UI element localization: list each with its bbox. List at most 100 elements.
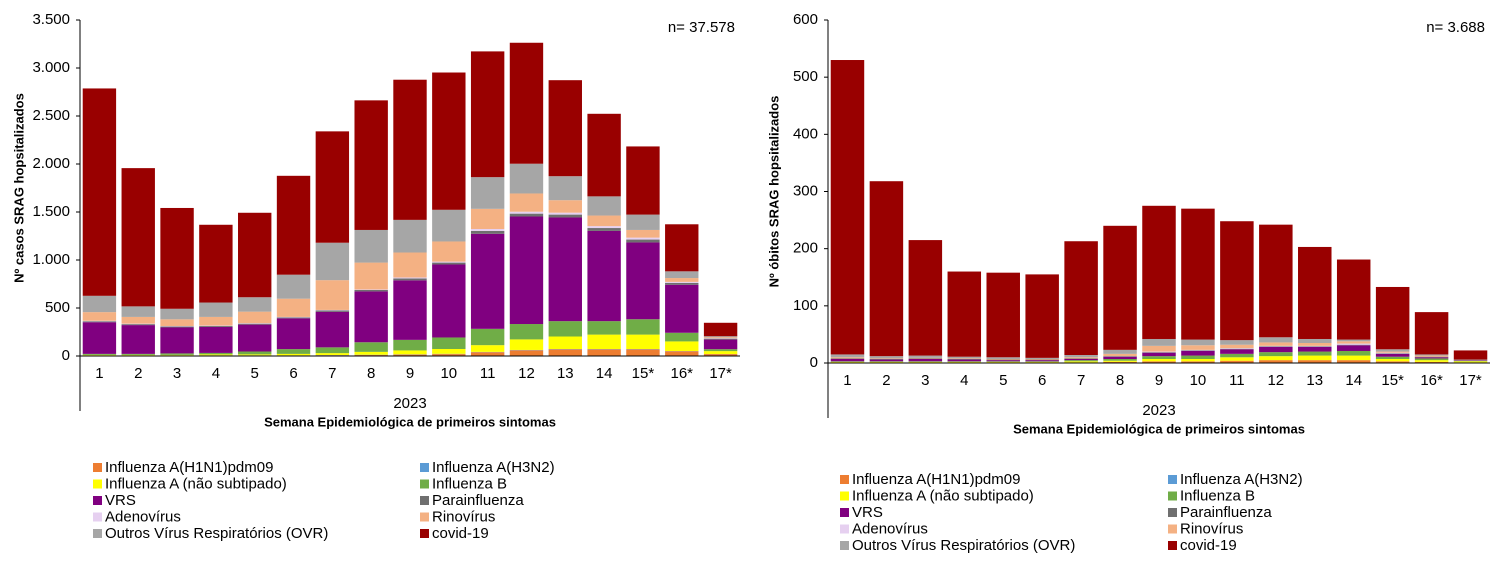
bar-segment [1453, 361, 1488, 363]
y-tick-label: 3.000 [32, 59, 70, 76]
x-tick-label: 16* [670, 365, 693, 382]
bar-segment [1064, 357, 1098, 359]
bar-segment [1298, 351, 1332, 356]
y-tick-label: 300 [793, 182, 818, 199]
legend-label: Influenza A(H1N1)pdm09 [105, 459, 273, 476]
bar-segment [548, 217, 582, 322]
bar-segment [199, 327, 233, 353]
bar-segment [1375, 286, 1410, 350]
bar-segment [1336, 259, 1371, 340]
bar-segment [1375, 349, 1410, 352]
x-tick-label: 11 [480, 365, 496, 382]
bar-segment [470, 328, 505, 346]
bar-segment [626, 349, 660, 356]
bar-segment [548, 336, 582, 349]
bar-segment [1298, 355, 1332, 361]
bar-segment [1142, 352, 1176, 353]
bar-segment [1181, 361, 1215, 363]
bar-segment [1259, 360, 1293, 363]
bar-segment [1336, 343, 1371, 345]
bar-segment [470, 177, 505, 209]
bar-segment [354, 351, 388, 355]
bar-segment [587, 321, 621, 335]
bar-segment [986, 360, 1020, 362]
bar-segment [587, 215, 621, 227]
bar-segment [1220, 221, 1254, 341]
legend-swatch [93, 529, 102, 538]
x-tick-label: 7 [328, 365, 336, 382]
bar-segment [160, 326, 194, 328]
bar-segment [1103, 361, 1137, 363]
y-tick-label: 0 [62, 347, 70, 364]
bar-segment [238, 212, 272, 298]
bar-segment [432, 261, 466, 263]
x-tick-label: 5 [251, 365, 259, 382]
y-tick-label: 1.000 [32, 251, 70, 268]
bar-segment [393, 350, 427, 355]
y-axis-title: Nº casos SRAG hopsitalizados [11, 93, 26, 283]
annotation: n= 37.578 [668, 19, 735, 36]
legend-swatch [840, 541, 849, 550]
bar-segment [587, 226, 621, 229]
bar-segment [1025, 358, 1059, 360]
x-axis-title: Semana Epidemiológica de primeiros sinto… [264, 414, 556, 429]
bar-segment [121, 325, 155, 354]
legend-label: Outros Vírus Respiratórios (OVR) [852, 537, 1075, 554]
bar-segment [1375, 361, 1410, 363]
bar-segment [1025, 359, 1059, 361]
bar-segment [1298, 246, 1332, 339]
bar-segment [1025, 361, 1059, 362]
bar-segment [354, 342, 388, 352]
bar-segment [908, 361, 943, 362]
bar-segment [315, 353, 350, 356]
bar-segment [393, 280, 427, 340]
legend-label: Influenza A (não subtipado) [105, 475, 287, 492]
bar-segment [986, 361, 1020, 362]
bar-segment [587, 196, 621, 216]
bar-segment [626, 319, 660, 335]
bar-segment [199, 326, 233, 328]
bar-segment [315, 310, 350, 312]
bar-segment [1414, 312, 1449, 355]
bar-segment [1298, 338, 1332, 343]
bar-segment [587, 334, 621, 349]
legend-label: Parainfluenza [1180, 504, 1272, 521]
bar-segment [1220, 353, 1254, 358]
x-tick-label: 15* [632, 365, 655, 382]
bar-segment [393, 219, 427, 253]
bar-segment [665, 284, 699, 333]
legend-swatch [840, 508, 849, 517]
bar-segment [199, 224, 233, 303]
bar-segment [238, 351, 272, 355]
bar-segment [315, 131, 350, 243]
y-tick-label: 2.000 [32, 155, 70, 172]
bar-segment [315, 280, 350, 310]
bar-segment [1453, 350, 1488, 360]
bar-segment [947, 358, 982, 359]
bar-segment [121, 324, 155, 326]
bar-segment [1298, 346, 1332, 352]
x-tick-label: 3 [921, 372, 929, 389]
bar-segment [1220, 360, 1254, 363]
bar-segment [869, 358, 904, 359]
bar-segment [548, 214, 582, 218]
bar-segment [393, 339, 427, 351]
bar-segment [1453, 360, 1488, 361]
bar-segment [665, 278, 699, 282]
x-tick-label: 9 [406, 365, 414, 382]
bar-segment [830, 60, 865, 355]
bar-segment [315, 242, 350, 281]
bar-segment [1298, 345, 1332, 347]
bar-segment [869, 361, 904, 363]
bar-segment [1375, 353, 1410, 354]
legend-label: Rinovírus [1180, 520, 1243, 537]
legend-label: Influenza A(H1N1)pdm09 [852, 471, 1020, 488]
bar-segment [703, 337, 738, 339]
bar-segment [1103, 356, 1137, 357]
bar-segment [1220, 348, 1254, 350]
bar-segment [393, 278, 427, 281]
bar-segment [1064, 361, 1098, 363]
bar-segment [393, 354, 427, 356]
bar-segment [1181, 339, 1215, 346]
x-tick-label: 13 [1306, 372, 1323, 389]
